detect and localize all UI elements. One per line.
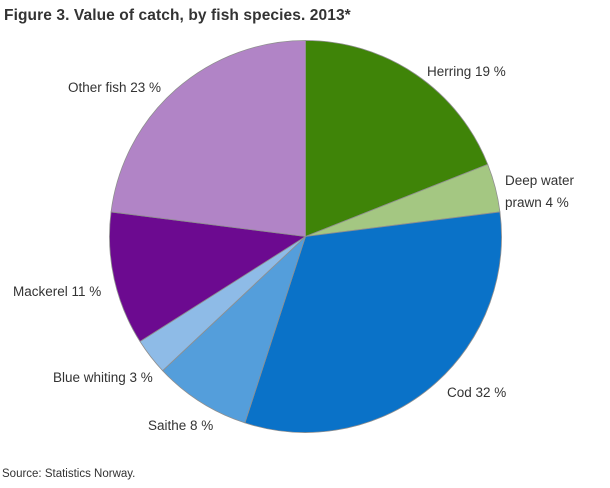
pie-slice-saithe[interactable] xyxy=(162,236,306,424)
chart-title: Figure 3. Value of catch, by fish specie… xyxy=(4,7,351,24)
pie-slice-cod[interactable] xyxy=(244,211,502,433)
source-note: Source: Statistics Norway. xyxy=(2,468,136,480)
slice-label-deep-water-prawn: Deep water prawn 4 % xyxy=(505,173,575,210)
slice-label-other-fish: Other fish 23 % xyxy=(68,80,162,95)
pie-slice-herring[interactable] xyxy=(305,40,489,237)
pie-slice-other-fish[interactable] xyxy=(110,40,306,237)
slice-label-herring: Herring 19 % xyxy=(427,64,506,79)
slice-label-mackerel: Mackerel 11 % xyxy=(13,284,102,299)
pie-slice-mackerel[interactable] xyxy=(109,211,306,342)
slice-label-blue-whiting: Blue whiting 3 % xyxy=(53,370,153,385)
slice-label-cod: Cod 32 % xyxy=(447,385,507,400)
slice-label-saithe: Saithe 8 % xyxy=(148,418,214,433)
